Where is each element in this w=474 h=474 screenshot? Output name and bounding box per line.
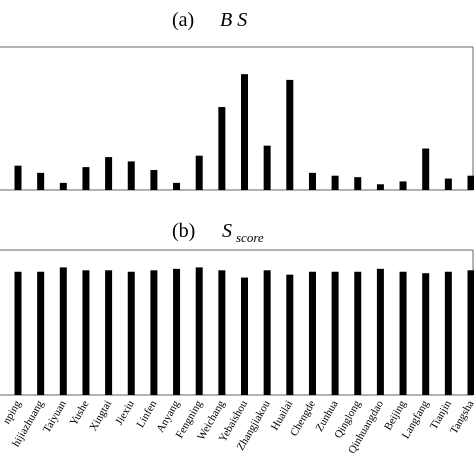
bar (37, 172, 45, 190)
bar (150, 270, 158, 395)
bar (422, 148, 430, 190)
chart-title: S (222, 220, 232, 242)
x-tick-label: Yushe (68, 398, 92, 427)
bar (308, 271, 316, 395)
bar (14, 165, 22, 190)
x-tick-label: Jiexiu (113, 398, 137, 427)
bar (127, 271, 135, 395)
bar (195, 155, 203, 190)
bar (105, 270, 113, 395)
bar (82, 270, 90, 395)
panel-label: (b) (172, 220, 195, 242)
bar (173, 182, 181, 190)
panel-label: (a) (172, 9, 194, 31)
bar (241, 277, 248, 395)
bar (331, 271, 339, 395)
bar (37, 271, 45, 395)
bar (150, 169, 158, 190)
x-tick-label: Xingtai (87, 399, 114, 434)
bar (218, 270, 226, 395)
bar (195, 267, 203, 395)
bar (467, 175, 474, 190)
bar (127, 161, 135, 190)
bar (467, 270, 474, 395)
bar (173, 268, 181, 395)
bar (354, 271, 362, 395)
bar (14, 271, 22, 395)
x-tick-label: Taiyuan (41, 398, 69, 435)
bar (263, 270, 271, 395)
bar (308, 172, 316, 190)
bar (286, 274, 294, 395)
bar (444, 271, 452, 395)
chart-title: B S (220, 9, 247, 31)
bar (59, 182, 67, 190)
bar (105, 157, 113, 190)
bar (444, 178, 452, 190)
bar (399, 181, 407, 190)
bar (263, 145, 271, 190)
bar (376, 184, 384, 190)
bar (399, 271, 407, 395)
bar (82, 167, 90, 190)
bar (218, 107, 226, 190)
chart-title-subscript: score (236, 230, 264, 245)
x-tick-label: nping (1, 398, 24, 426)
bar (376, 268, 384, 395)
bar (286, 79, 294, 190)
bar (241, 74, 248, 190)
bar (422, 273, 430, 395)
bar (331, 175, 339, 190)
bar (59, 267, 67, 395)
bar (354, 177, 362, 190)
